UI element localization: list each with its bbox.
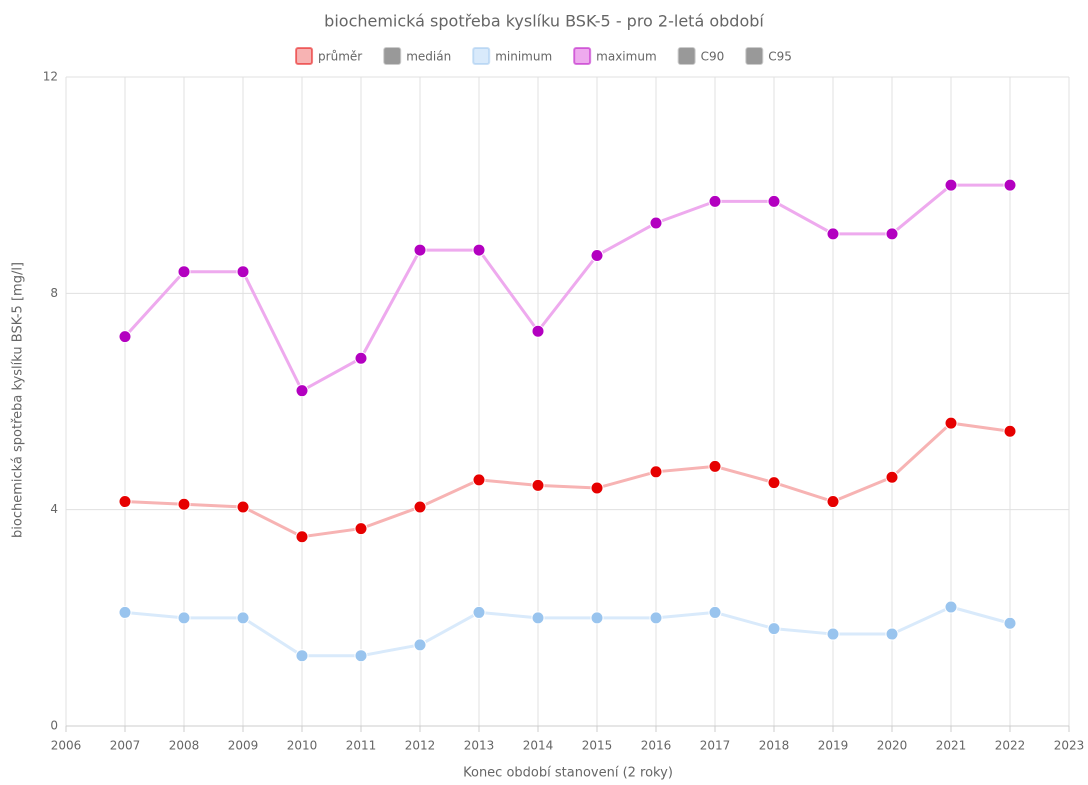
- legend-label: minimum: [495, 50, 552, 64]
- data-point: [590, 481, 604, 495]
- legend-item: C90: [677, 47, 725, 65]
- data-point: [295, 530, 309, 544]
- legend-item: maximum: [573, 47, 657, 65]
- legend-label: maximum: [596, 50, 656, 64]
- data-point: [708, 459, 722, 473]
- data-point: [472, 473, 486, 487]
- data-point: [944, 600, 958, 614]
- x-tick-label: 2008: [169, 739, 200, 753]
- data-point: [944, 416, 958, 430]
- data-point: [649, 465, 663, 479]
- x-tick-label: 2015: [582, 739, 613, 753]
- x-tick-label: 2013: [464, 739, 495, 753]
- data-point: [708, 605, 722, 619]
- data-point: [885, 470, 899, 484]
- x-tick-label: 2014: [523, 739, 554, 753]
- legend: průměr medián minimum maximum C90 C95: [295, 47, 792, 65]
- y-tick-label: 0: [50, 719, 58, 733]
- chart-title: biochemická spotřeba kyslíku BSK-5 - pro…: [324, 12, 764, 31]
- data-point: [236, 500, 250, 514]
- data-point: [472, 243, 486, 257]
- data-point: [1003, 424, 1017, 438]
- data-point: [944, 178, 958, 192]
- data-point: [118, 330, 132, 344]
- x-tick-label: 2017: [700, 739, 731, 753]
- data-point: [767, 476, 781, 490]
- x-tick-label: 2007: [110, 739, 141, 753]
- data-point: [1003, 178, 1017, 192]
- series-line: [123, 183, 1010, 393]
- x-tick-label: 2018: [759, 739, 790, 753]
- data-point: [767, 194, 781, 208]
- data-point: [118, 495, 132, 509]
- data-point: [531, 324, 545, 338]
- x-tick-label: 2020: [877, 739, 908, 753]
- legend-item: C95: [745, 47, 792, 65]
- data-point: [295, 649, 309, 663]
- legend-label: průměr: [318, 50, 362, 64]
- data-point: [236, 265, 250, 279]
- data-point: [413, 243, 427, 257]
- data-point: [826, 495, 840, 509]
- data-point: [177, 611, 191, 625]
- data-point: [118, 605, 132, 619]
- legend-item: minimum: [472, 47, 552, 65]
- legend-label: C90: [701, 50, 725, 64]
- x-tick-label: 2022: [995, 739, 1026, 753]
- data-point: [767, 622, 781, 636]
- legend-swatch: [383, 47, 402, 65]
- x-tick-label: 2006: [51, 739, 82, 753]
- data-point: [177, 497, 191, 511]
- data-point: [354, 351, 368, 365]
- series-line: [124, 421, 1011, 539]
- data-point: [649, 611, 663, 625]
- y-axis-title: biochemická spotřeba kyslíku BSK-5 [mg/l…: [11, 262, 26, 538]
- legend-swatch: [472, 47, 491, 65]
- x-tick-label: 2019: [818, 739, 849, 753]
- x-tick-label: 2009: [228, 739, 259, 753]
- legend-swatch: [295, 47, 314, 65]
- data-point: [826, 227, 840, 241]
- y-tick-label: 12: [43, 70, 58, 84]
- x-tick-label: 2023: [1054, 739, 1085, 753]
- data-point: [1003, 616, 1017, 630]
- data-point: [885, 627, 899, 641]
- data-point: [649, 216, 663, 230]
- x-tick-label: 2012: [405, 739, 436, 753]
- data-point: [177, 265, 191, 279]
- data-point: [236, 611, 250, 625]
- legend-swatch: [677, 47, 696, 65]
- x-tick-label: 2021: [936, 739, 967, 753]
- data-point: [826, 627, 840, 641]
- data-point: [413, 638, 427, 652]
- data-point: [354, 649, 368, 663]
- legend-item: medián: [383, 47, 451, 65]
- series-line: [124, 605, 1011, 658]
- x-axis-title: Konec období stanovení (2 roky): [463, 766, 673, 781]
- x-tick-label: 2011: [346, 739, 377, 753]
- data-point: [413, 500, 427, 514]
- data-point: [531, 478, 545, 492]
- legend-swatch: [573, 47, 592, 65]
- data-point: [590, 611, 604, 625]
- data-point: [590, 248, 604, 262]
- y-tick-label: 8: [50, 286, 58, 300]
- data-point: [295, 384, 309, 398]
- x-tick-label: 2016: [641, 739, 672, 753]
- data-point: [531, 611, 545, 625]
- x-tick-label: 2010: [287, 739, 318, 753]
- data-point: [708, 194, 722, 208]
- legend-label: medián: [406, 50, 451, 64]
- data-point: [472, 605, 486, 619]
- legend-item: průměr: [295, 47, 362, 65]
- legend-swatch: [745, 47, 764, 65]
- legend-label: C95: [768, 50, 792, 64]
- y-tick-label: 4: [50, 502, 58, 516]
- data-point: [885, 227, 899, 241]
- data-point: [354, 522, 368, 536]
